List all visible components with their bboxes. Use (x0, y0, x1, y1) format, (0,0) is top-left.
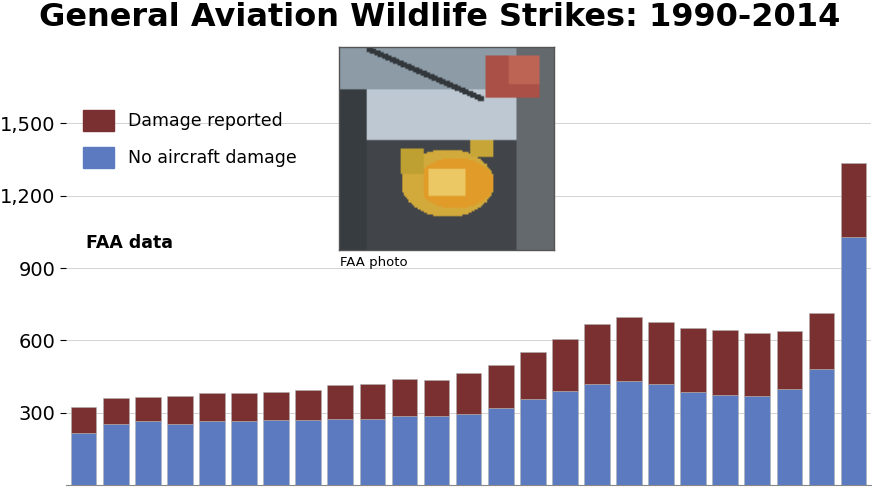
Bar (840, 237, 867, 485)
Bar (840, 163, 867, 237)
Bar (135, 421, 161, 485)
Bar (584, 324, 610, 384)
Bar (423, 416, 450, 485)
Bar (103, 424, 128, 485)
Bar (713, 395, 738, 485)
Bar (809, 369, 834, 485)
Bar (552, 391, 577, 485)
Bar (680, 392, 706, 485)
Bar (392, 379, 417, 416)
Bar (167, 424, 193, 485)
Bar (680, 328, 706, 392)
Bar (231, 394, 257, 421)
Text: FAA photo: FAA photo (340, 256, 407, 269)
Bar (199, 394, 224, 421)
Bar (744, 396, 770, 485)
Bar (520, 352, 546, 399)
Bar (360, 384, 385, 419)
Bar (809, 313, 834, 369)
Bar (327, 419, 353, 485)
Bar (456, 373, 481, 414)
Bar (649, 384, 674, 485)
Bar (103, 398, 128, 424)
Bar (744, 333, 770, 396)
Bar (649, 322, 674, 384)
Bar (135, 397, 161, 421)
Bar (713, 330, 738, 395)
Bar (231, 421, 257, 485)
Bar (776, 331, 803, 389)
Bar (392, 416, 417, 485)
Legend: Damage reported, No aircraft damage: Damage reported, No aircraft damage (83, 110, 297, 168)
Bar (616, 317, 642, 382)
Bar (488, 365, 514, 408)
Bar (70, 407, 97, 433)
Bar (296, 390, 321, 420)
Bar (167, 396, 193, 424)
Bar (199, 421, 224, 485)
Bar (488, 408, 514, 485)
Text: General Aviation Wildlife Strikes: 1990-2014: General Aviation Wildlife Strikes: 1990-… (40, 2, 840, 34)
Bar (70, 433, 97, 485)
Bar (584, 384, 610, 485)
Bar (456, 414, 481, 485)
Bar (552, 339, 577, 391)
Bar (263, 420, 289, 485)
Bar (520, 399, 546, 485)
Bar (327, 385, 353, 419)
Bar (423, 380, 450, 416)
Bar (776, 389, 803, 485)
Bar (360, 419, 385, 485)
Bar (616, 382, 642, 485)
Bar (263, 392, 289, 420)
Bar (296, 420, 321, 485)
Text: FAA data: FAA data (86, 234, 173, 252)
